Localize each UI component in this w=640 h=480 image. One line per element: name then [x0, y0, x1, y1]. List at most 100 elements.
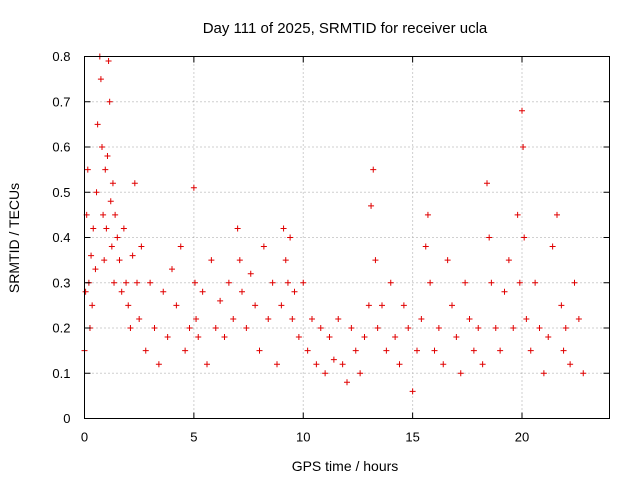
y-tick-label: 0 — [63, 411, 70, 426]
data-point — [97, 76, 104, 83]
data-point — [527, 347, 534, 354]
data-point — [304, 347, 311, 354]
data-point — [521, 234, 528, 241]
data-point — [123, 279, 130, 286]
data-point — [107, 198, 114, 205]
data-point — [532, 279, 539, 286]
data-points — [81, 53, 587, 395]
data-point — [431, 347, 438, 354]
data-point — [136, 315, 143, 322]
data-point — [199, 288, 206, 295]
y-tick-label: 0.2 — [52, 321, 70, 336]
data-point — [239, 288, 245, 295]
data-point — [344, 379, 350, 386]
data-point — [348, 325, 355, 331]
data-point — [444, 257, 451, 264]
data-point — [265, 315, 272, 322]
data-point — [193, 315, 200, 322]
data-point — [93, 189, 100, 196]
x-axis-label: GPS time / hours — [292, 458, 399, 474]
data-point — [326, 334, 333, 341]
data-point — [131, 180, 138, 187]
data-point — [453, 334, 460, 341]
data-point — [217, 297, 224, 304]
y-tick-label: 0.8 — [52, 49, 70, 64]
data-point — [545, 334, 552, 341]
data-point — [88, 252, 95, 259]
data-point — [99, 144, 105, 150]
y-axis-label: SRMTID / TECUs — [6, 183, 22, 293]
data-point — [164, 334, 171, 341]
data-point — [365, 302, 372, 309]
data-point — [422, 243, 429, 250]
data-point — [291, 288, 298, 295]
data-point — [510, 325, 517, 331]
data-point — [109, 180, 116, 187]
data-point — [151, 325, 158, 331]
x-tick-label: 20 — [515, 430, 529, 445]
data-point — [567, 361, 574, 368]
data-point — [177, 243, 184, 250]
data-point — [90, 225, 97, 232]
data-point — [105, 58, 112, 65]
data-point — [230, 315, 237, 322]
data-point — [357, 370, 364, 377]
x-tick-label: 5 — [190, 430, 197, 445]
data-point — [104, 153, 111, 160]
data-point — [182, 347, 189, 354]
plot-frame — [84, 56, 610, 419]
data-point — [571, 279, 578, 286]
data-point — [134, 279, 140, 286]
data-point — [274, 361, 280, 368]
data-point — [519, 107, 525, 114]
data-point — [330, 356, 337, 363]
data-point — [190, 184, 197, 191]
data-point — [352, 347, 359, 354]
data-point — [169, 266, 175, 273]
data-point — [457, 370, 464, 377]
data-point — [195, 334, 202, 341]
data-point — [252, 302, 259, 309]
grid — [84, 56, 610, 419]
data-point — [379, 302, 385, 309]
data-point — [462, 279, 469, 286]
data-point — [173, 302, 180, 309]
data-point — [392, 334, 399, 341]
data-point — [549, 243, 556, 250]
data-point — [142, 347, 149, 354]
y-tick-label: 0.5 — [52, 185, 70, 200]
data-point — [269, 279, 276, 286]
data-point — [89, 302, 96, 309]
data-point — [111, 279, 118, 286]
data-point — [475, 325, 482, 331]
data-point — [414, 347, 420, 354]
data-point — [484, 180, 490, 187]
chart-title: Day 111 of 2025, SRMTID for receiver ucl… — [203, 20, 488, 37]
data-point — [387, 279, 394, 286]
data-point — [155, 361, 162, 368]
data-point — [558, 302, 565, 309]
data-point — [368, 202, 375, 209]
y-tick-label: 0.3 — [52, 275, 70, 290]
data-point — [138, 243, 145, 250]
data-point — [287, 234, 294, 241]
data-point — [247, 270, 254, 277]
axis-ticks: 0 0.1 0.2 0.3 0.4 0.5 0.6 0.7 0.8 0 5 10 15 20 — [52, 49, 610, 445]
data-point — [335, 315, 342, 322]
data-point — [129, 252, 136, 259]
data-point — [488, 279, 495, 286]
data-point — [361, 334, 368, 341]
data-point — [516, 279, 523, 286]
data-point — [127, 325, 134, 331]
data-point — [374, 325, 381, 331]
data-point — [103, 225, 110, 232]
data-point — [405, 325, 412, 331]
data-point — [580, 370, 587, 377]
x-tick-label: 0 — [81, 430, 88, 445]
data-point — [84, 166, 91, 173]
data-point — [409, 388, 416, 395]
data-point — [118, 288, 125, 295]
data-point — [396, 361, 403, 368]
data-point — [497, 347, 504, 354]
